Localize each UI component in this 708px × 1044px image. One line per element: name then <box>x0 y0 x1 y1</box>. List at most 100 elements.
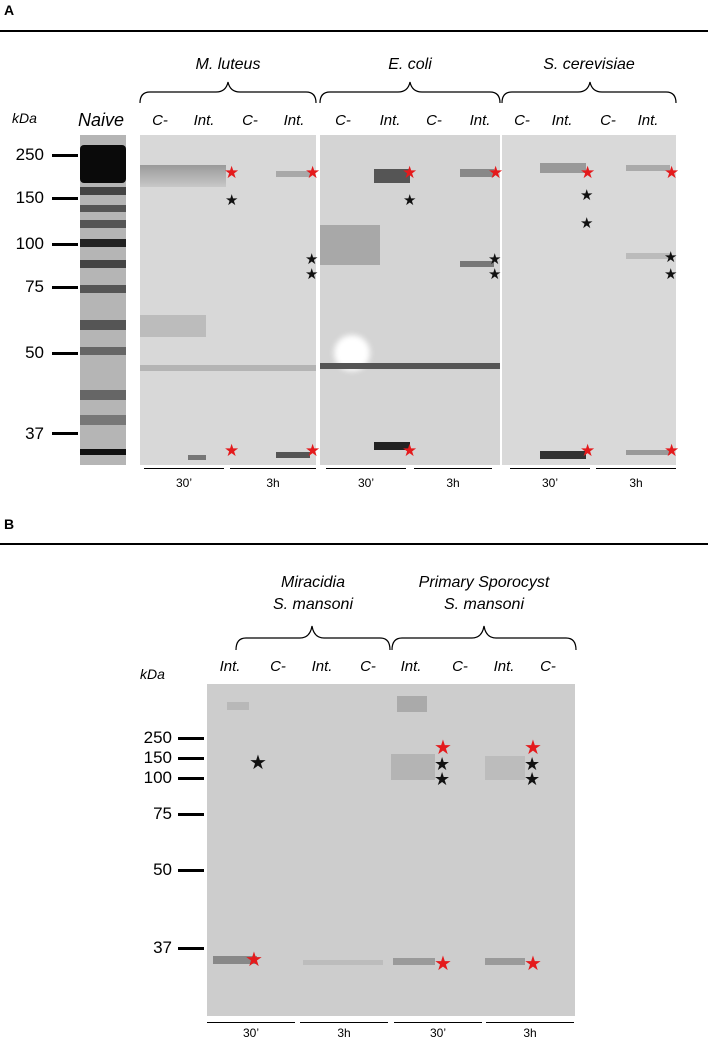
s-cerevisiae-blot-image <box>502 135 676 465</box>
lane-label: C- <box>270 658 286 675</box>
mw-tick <box>178 813 204 816</box>
mw-marker-75: 75 <box>153 804 172 823</box>
mw-tick <box>178 757 204 760</box>
black-star-icon: ★ <box>488 266 502 283</box>
m-luteus-blot-image <box>140 135 316 465</box>
mw-tick <box>178 777 204 780</box>
black-star-icon: ★ <box>225 192 239 209</box>
panel-b-rule <box>0 543 708 545</box>
black-star-icon: ★ <box>434 769 451 789</box>
mw-marker-150: 150 <box>143 748 172 767</box>
time-bracket <box>230 468 316 469</box>
time-bracket <box>300 1022 388 1023</box>
red-star-icon: ★ <box>580 441 596 460</box>
lane-label: Int. <box>379 112 401 129</box>
lane-label: C- <box>514 112 530 129</box>
mw-marker-75: 75 <box>25 277 44 296</box>
black-star-icon: ★ <box>305 266 319 283</box>
panel-b-kda-label: kDa <box>140 666 165 682</box>
lane-label: Int. <box>637 112 659 129</box>
group-miracidia-line2: S. mansoni <box>272 596 354 613</box>
time-bracket <box>326 468 406 469</box>
mw-marker-37: 37 <box>153 938 172 957</box>
mw-tick <box>52 154 78 157</box>
time-bracket <box>207 1022 295 1023</box>
mw-tick <box>178 869 204 872</box>
time-bracket <box>414 468 492 469</box>
red-star-icon: ★ <box>434 737 452 759</box>
mw-marker-37: 37 <box>25 424 44 443</box>
organism-s-cerevisiae: S. cerevisiae <box>543 56 635 73</box>
time-label: 3h <box>266 476 280 490</box>
time-label: 30’ <box>357 476 374 490</box>
time-label: 30’ <box>541 476 558 490</box>
black-star-icon: ★ <box>488 251 502 268</box>
black-star-icon: ★ <box>524 754 541 774</box>
lane-label: Int. <box>283 112 305 129</box>
mw-tick <box>52 352 78 355</box>
panel-b-blot-image <box>207 684 575 1016</box>
red-star-icon: ★ <box>402 163 418 182</box>
black-star-icon: ★ <box>434 754 451 774</box>
group-sporocyst-line2: S. mansoni <box>443 596 525 613</box>
red-star-icon: ★ <box>524 737 542 759</box>
time-bracket <box>486 1022 574 1023</box>
time-label: 30’ <box>242 1026 259 1040</box>
red-star-icon: ★ <box>305 441 321 460</box>
organism-e-coli: E. coli <box>388 56 432 73</box>
mw-tick <box>52 432 78 435</box>
red-star-icon: ★ <box>224 163 240 182</box>
red-star-icon: ★ <box>488 163 504 182</box>
time-bracket <box>394 1022 482 1023</box>
mw-marker-250: 250 <box>15 145 44 164</box>
black-star-icon: ★ <box>305 251 319 268</box>
lane-label: Int. <box>311 658 333 675</box>
time-label: 30’ <box>175 476 192 490</box>
time-bracket <box>596 468 676 469</box>
black-star-icon: ★ <box>580 215 594 232</box>
mw-marker-50: 50 <box>25 343 44 362</box>
panel-a-kda-label: kDa <box>12 110 37 126</box>
group-braces-b <box>235 625 577 651</box>
mw-marker-50: 50 <box>153 860 172 879</box>
lane-label: C- <box>426 112 442 129</box>
panel-b-label: B <box>4 516 15 532</box>
red-star-icon: ★ <box>224 441 240 460</box>
black-star-icon: ★ <box>664 249 678 266</box>
lane-label: C- <box>152 112 168 129</box>
mw-marker-250: 250 <box>143 728 172 747</box>
red-star-icon: ★ <box>664 441 680 460</box>
red-star-icon: ★ <box>305 163 321 182</box>
naive-label: Naive <box>78 110 125 130</box>
time-bracket <box>510 468 590 469</box>
black-star-icon: ★ <box>249 752 267 774</box>
lane-label: C- <box>452 658 468 675</box>
black-star-icon: ★ <box>664 266 678 283</box>
lane-label: C- <box>335 112 351 129</box>
mw-marker-150: 150 <box>15 188 44 207</box>
lane-label: C- <box>360 658 376 675</box>
time-label: 3h <box>337 1026 351 1040</box>
mw-tick <box>52 286 78 289</box>
lane-label: C- <box>242 112 258 129</box>
mw-tick <box>178 737 204 740</box>
panel-a-rule <box>0 30 708 32</box>
time-bracket <box>144 468 224 469</box>
time-label: 3h <box>629 476 643 490</box>
lane-label: C- <box>600 112 616 129</box>
lane-label: Int. <box>219 658 241 675</box>
lane-label: Int. <box>551 112 573 129</box>
mw-tick <box>52 243 78 246</box>
red-star-icon: ★ <box>245 949 263 971</box>
e-coli-blot-image <box>320 135 500 465</box>
black-star-icon: ★ <box>403 192 417 209</box>
lane-label: Int. <box>400 658 422 675</box>
panel-a-label: A <box>4 2 15 18</box>
red-star-icon: ★ <box>580 163 596 182</box>
mw-tick <box>52 197 78 200</box>
time-label: 30’ <box>429 1026 446 1040</box>
lane-label: Int. <box>469 112 491 129</box>
lane-label: Int. <box>193 112 215 129</box>
mw-marker-100: 100 <box>15 234 44 253</box>
red-star-icon: ★ <box>402 441 418 460</box>
